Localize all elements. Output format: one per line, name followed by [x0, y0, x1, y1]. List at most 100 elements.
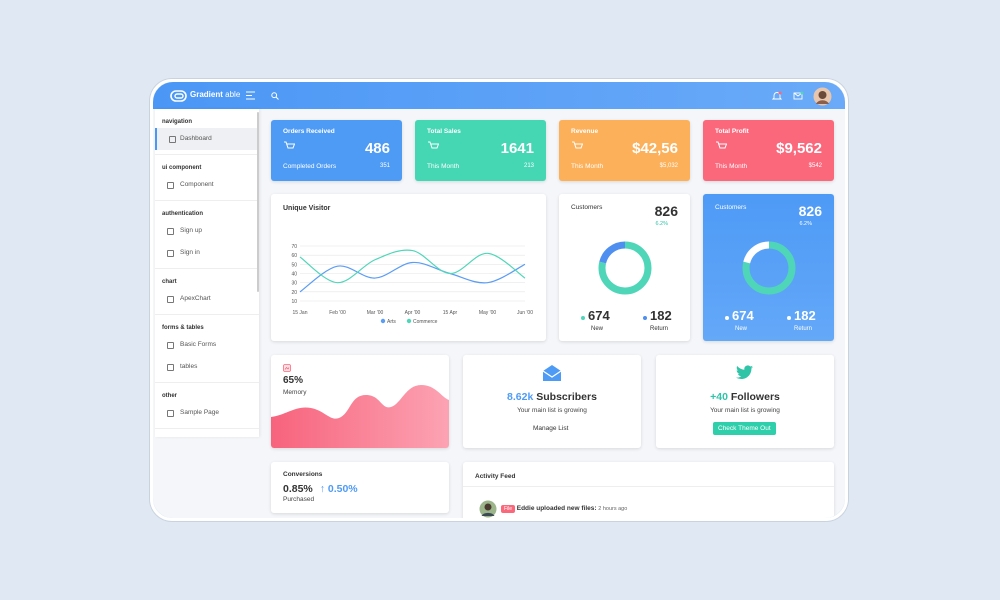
icon-shape [572, 141, 583, 149]
followers-label: Followers [730, 391, 780, 403]
stat-footer-value: $542 [808, 163, 822, 169]
segment-name: New [735, 326, 748, 332]
conversions-label: Purchased [283, 496, 315, 503]
activity-text: Eddie uploaded new files: [516, 505, 597, 512]
memory-card: 65% Memory [271, 355, 449, 448]
section-title: forms & tables [162, 325, 204, 331]
logo-icon [170, 90, 187, 102]
check-theme-button[interactable]: Check Theme Out [713, 422, 776, 435]
memory-label: Memory [283, 389, 307, 396]
stat-card: Orders Received 486 Completed Orders 351 [271, 120, 402, 181]
subscribers-text: Your main list is growing [517, 407, 587, 414]
stat-footer-value: 351 [379, 163, 390, 169]
y-tick-label: 70 [291, 244, 297, 250]
memory-icon [283, 364, 291, 372]
conversions-value: 0.85% [283, 483, 313, 495]
legend-label: Arts [387, 319, 396, 325]
nav-item[interactable]: tables [155, 356, 259, 378]
memory-value: 65% [283, 375, 304, 386]
nav-item[interactable]: Sign up [155, 220, 259, 242]
activity-card: Activity Feed File Eddie uploaded new fi… [463, 462, 834, 518]
conversions-change: ↑ 0.50% [319, 483, 358, 495]
activity-badge: File [501, 505, 516, 513]
customers-change: 6.2% [799, 221, 812, 227]
manage-list-button[interactable]: Manage List [533, 425, 569, 432]
notification-icon[interactable] [772, 91, 782, 101]
activity-avatar [479, 500, 497, 518]
stat-value: 1641 [500, 140, 534, 157]
segment-name: Return [794, 326, 812, 332]
legend-marker [380, 318, 386, 324]
section-title: chart [162, 279, 177, 285]
stat-footer-label: This Month [427, 163, 460, 170]
legend-dot [725, 316, 729, 320]
user-avatar[interactable] [813, 87, 832, 106]
line-chart: Unique Visitor 10 20 30 40 50 60 70 15 Jan Feb '… [283, 205, 533, 325]
activity-item: File Eddie uploaded new files: 2 hours a… [501, 505, 627, 513]
stat-value: 486 [364, 140, 390, 157]
nav-item[interactable]: Dashboard [155, 128, 259, 150]
conversions-row: 0.85% ↑ 0.50% [283, 483, 358, 495]
stat-title: Total Sales [427, 128, 461, 135]
subscribers-count: 8.62k [507, 391, 534, 403]
stat-title: Total Profit [715, 128, 749, 135]
sidebar-section: forms & tables Basic Forms tables [155, 315, 259, 383]
legend-label: Commerce [413, 319, 438, 325]
brand: Gradient able [190, 90, 240, 99]
x-tick-label: Jun '00 [517, 310, 533, 316]
stat-footer-value: $5,032 [659, 163, 678, 169]
legend-dot [643, 316, 647, 320]
segment-value: 674 [588, 308, 610, 323]
stat-icon [284, 141, 295, 149]
legend-marker [406, 318, 412, 324]
segment-value: 674 [732, 308, 754, 323]
divider [463, 486, 834, 487]
nav-item[interactable]: Basic Forms [155, 334, 259, 356]
stat-footer-label: This Month [715, 163, 748, 170]
menu-toggle[interactable] [246, 91, 256, 100]
section-title: ui component [162, 165, 202, 171]
activity-title: Activity Feed [475, 473, 516, 480]
stat-footer-label: Completed Orders [283, 163, 337, 170]
stat-title: Orders Received [283, 128, 335, 135]
unique-visitor-card: Unique Visitor 10 20 30 40 50 60 70 15 Jan Feb '… [271, 194, 546, 341]
stat-value: $9,562 [776, 140, 822, 157]
customers-card-blue: Customers 826 6.2% 674 New 182 Return [703, 194, 834, 341]
icon-shape [716, 141, 727, 149]
header: Gradient able [153, 82, 845, 109]
followers-card: +40 Followers Your main list is growing … [656, 355, 834, 448]
y-tick-label: 30 [291, 281, 297, 287]
stat-icon [716, 141, 727, 149]
customers-title: Customers [715, 204, 747, 211]
followers-count: +40 [710, 391, 728, 403]
section-title: authentication [162, 211, 204, 217]
stat-icon [428, 141, 439, 149]
x-tick-label: Feb '00 [329, 310, 346, 316]
device-frame [150, 79, 848, 521]
stat-card: Revenue $42,56 This Month $5,032 [559, 120, 690, 181]
x-tick-label: 15 Apr [443, 310, 458, 316]
segment-value: 182 [794, 308, 816, 323]
nav-item[interactable]: Sign in [155, 242, 259, 264]
nav-item[interactable]: ApexChart [155, 288, 259, 310]
legend-dot [787, 316, 791, 320]
x-tick-label: Apr '00 [405, 310, 421, 316]
customers-total: 826 [798, 203, 822, 219]
customers-title: Customers [571, 204, 603, 211]
mail-icon[interactable] [793, 91, 804, 101]
nav-item[interactable]: Sample Page [155, 402, 259, 424]
scrollbar[interactable] [257, 112, 259, 292]
nav-item[interactable]: Component [155, 174, 259, 196]
followers-title: +40 Followers [656, 391, 834, 403]
donut-chart: 674 New 182 Return [581, 241, 672, 332]
y-tick-label: 60 [291, 253, 297, 259]
subscribers-label: Subscribers [536, 391, 597, 403]
search-icon[interactable] [271, 92, 279, 100]
donut-segment [742, 241, 796, 295]
stat-footer-value: 213 [523, 163, 534, 169]
stat-footer-label: This Month [571, 163, 604, 170]
customers-total: 826 [654, 203, 678, 219]
x-tick-label: Mar '00 [367, 310, 384, 316]
segment-name: New [591, 326, 604, 332]
